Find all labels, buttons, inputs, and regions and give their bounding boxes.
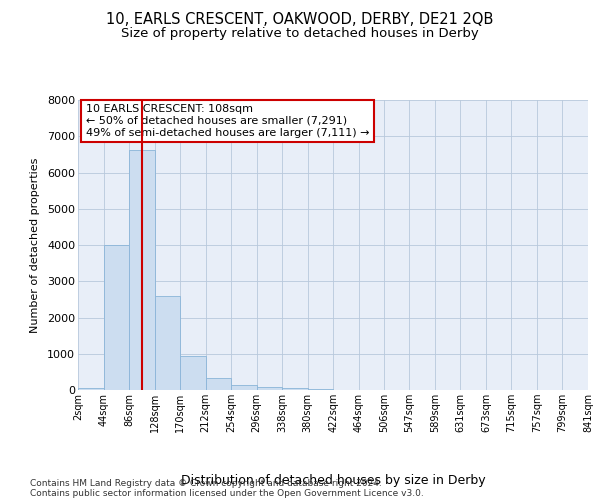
Text: Size of property relative to detached houses in Derby: Size of property relative to detached ho… (121, 28, 479, 40)
Bar (231, 386, 257, 390)
Text: Contains public sector information licensed under the Open Government Licence v3: Contains public sector information licen… (30, 488, 424, 498)
Bar (129, 150, 155, 390)
Y-axis label: Number of detached properties: Number of detached properties (30, 158, 40, 332)
Text: 10, EARLS CRESCENT, OAKWOOD, DERBY, DE21 2QB: 10, EARLS CRESCENT, OAKWOOD, DERBY, DE21… (106, 12, 494, 28)
Bar (257, 387, 282, 390)
Text: Contains HM Land Registry data © Crown copyright and database right 2024.: Contains HM Land Registry data © Crown c… (30, 478, 382, 488)
Bar (104, 245, 129, 390)
Bar (180, 356, 206, 390)
Bar (155, 296, 180, 390)
Bar (78, 388, 104, 390)
Text: 10 EARLS CRESCENT: 108sqm
← 50% of detached houses are smaller (7,291)
49% of se: 10 EARLS CRESCENT: 108sqm ← 50% of detac… (86, 104, 369, 138)
X-axis label: Distribution of detached houses by size in Derby: Distribution of detached houses by size … (181, 474, 485, 487)
Bar (206, 378, 231, 390)
Bar (282, 388, 308, 390)
